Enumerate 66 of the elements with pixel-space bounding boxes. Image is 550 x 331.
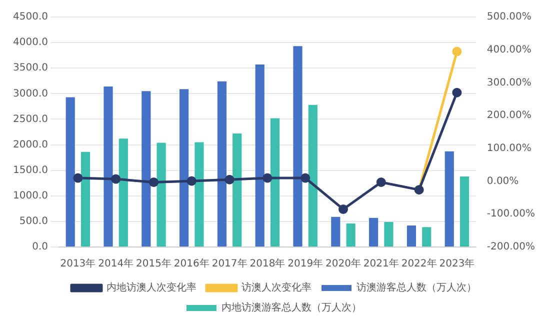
x-tick-label: 2022年 xyxy=(401,258,437,270)
y-tick-label: 3000.0 xyxy=(12,88,48,100)
point xyxy=(262,173,272,183)
y2-tick-label: 0.00% xyxy=(486,176,519,187)
x-tick-label: 2016年 xyxy=(174,258,210,270)
point xyxy=(224,174,234,184)
bar xyxy=(142,91,151,246)
y-tick-label: 4000.0 xyxy=(12,37,48,48)
x-tick-label: 2017年 xyxy=(212,258,248,270)
x-tick-label: 2018年 xyxy=(250,258,286,270)
y2-tick-label: 200.00% xyxy=(486,110,532,122)
bar xyxy=(194,142,204,246)
x-tick-label: 2015年 xyxy=(136,258,172,270)
bar xyxy=(444,151,454,246)
point xyxy=(111,174,121,184)
y-tick-label: 3500.0 xyxy=(12,62,48,74)
y-tick-label: 0.0 xyxy=(32,242,48,253)
x-tick-label: 2023年 xyxy=(439,258,475,270)
bar xyxy=(422,227,432,246)
y-tick-label: 2500.0 xyxy=(12,114,48,125)
bar xyxy=(406,226,416,246)
point xyxy=(452,88,462,98)
y-tick-label: 4500.0 xyxy=(12,12,48,23)
point xyxy=(148,178,158,188)
bar xyxy=(180,89,189,246)
x-tick-label: 2014年 xyxy=(98,258,134,270)
point xyxy=(452,46,462,56)
bar xyxy=(270,118,280,246)
x-tick-label: 2020年 xyxy=(326,258,361,270)
bar xyxy=(308,104,318,246)
bar xyxy=(232,134,242,246)
y-tick-label: 500.0 xyxy=(19,216,48,228)
y2-tick-label: 400.00% xyxy=(486,44,532,56)
bar xyxy=(331,216,340,246)
x-tick-label: 2019年 xyxy=(288,258,324,270)
bar xyxy=(293,46,302,246)
bar xyxy=(255,64,264,246)
bar xyxy=(156,142,166,246)
bar xyxy=(118,138,128,246)
x-tick-label: 2013年 xyxy=(60,258,96,270)
bar xyxy=(80,152,90,246)
point xyxy=(73,173,83,183)
y2-tick-label: -200.00% xyxy=(486,242,536,253)
y2-tick-label: 300.00% xyxy=(486,77,532,88)
y-tick-label: 1000.0 xyxy=(12,190,48,202)
x-tick-label: 2021年 xyxy=(363,258,399,270)
y-tick-label: 1500.0 xyxy=(12,164,48,176)
point xyxy=(186,176,196,186)
legend-label: 内地访澳游客总人数（万人次） xyxy=(222,302,362,314)
point xyxy=(300,173,310,183)
bar xyxy=(369,218,378,246)
legend-label: 内地访澳人次变化率 xyxy=(106,282,196,294)
legend-label: 访澳人次变化率 xyxy=(242,282,312,294)
point xyxy=(338,204,348,214)
legend-label: 访澳游客总人数（万人次） xyxy=(356,282,476,294)
bar xyxy=(217,81,227,246)
bar xyxy=(346,223,356,246)
y2-tick-label: 100.00% xyxy=(486,143,532,154)
bar xyxy=(104,86,113,246)
bar xyxy=(460,176,470,246)
bar xyxy=(66,97,75,246)
bar xyxy=(384,222,394,246)
y2-tick-label: -100.00% xyxy=(486,208,536,220)
y-tick-label: 2000.0 xyxy=(12,139,48,150)
y2-tick-label: 500.00% xyxy=(486,12,532,23)
point xyxy=(376,178,386,188)
